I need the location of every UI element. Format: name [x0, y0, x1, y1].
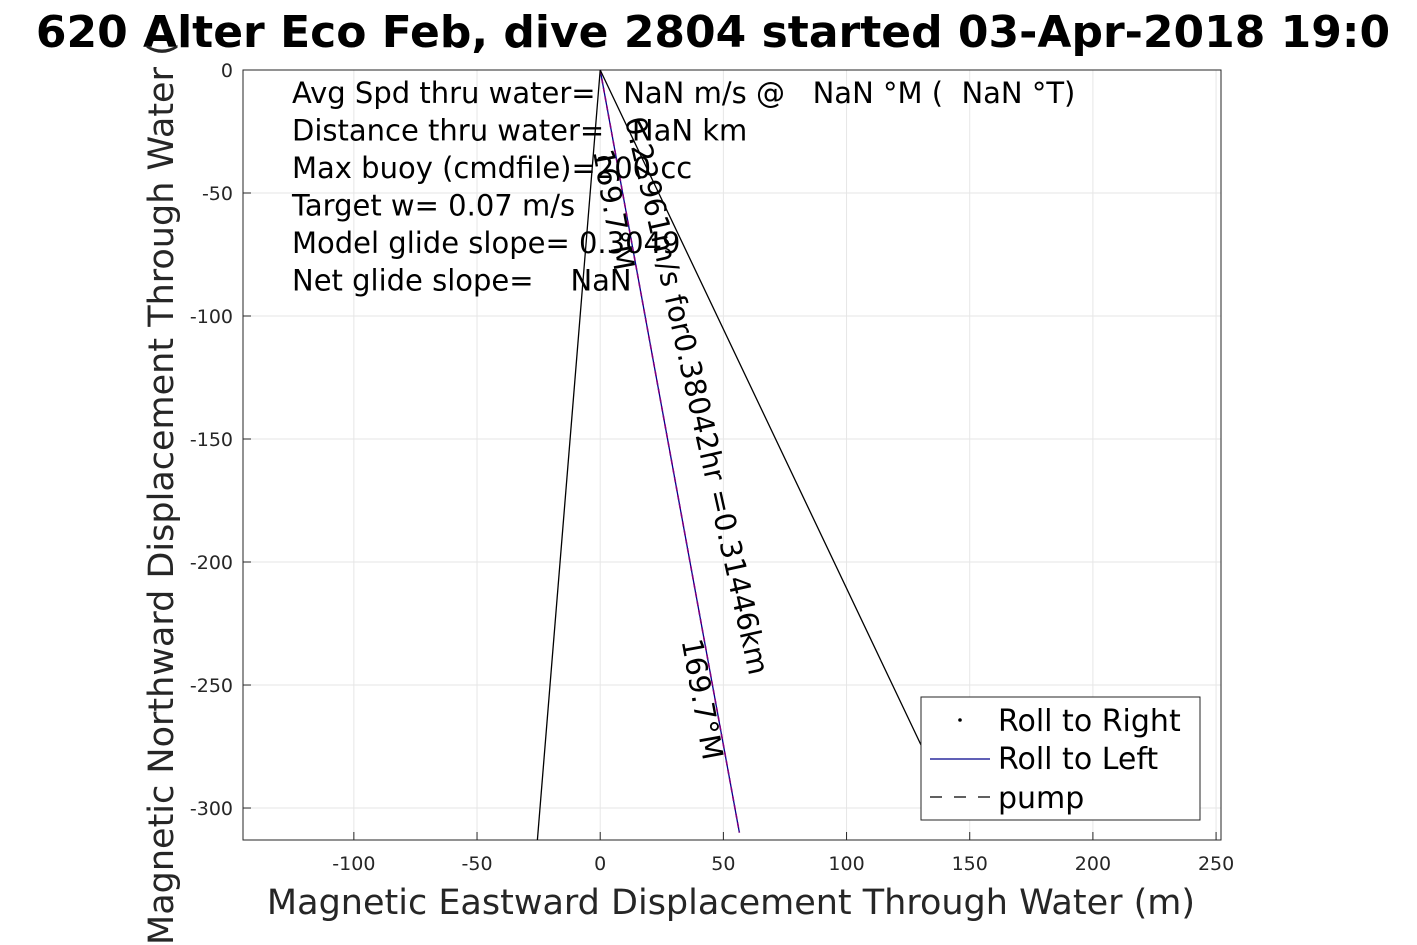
y-tick-label: -200	[190, 552, 233, 574]
legend-marker-roll-right	[958, 718, 962, 722]
x-tick-label: 150	[952, 853, 988, 875]
x-tick-label: 50	[711, 853, 735, 875]
info-line-5: Net glide slope= NaN	[292, 264, 632, 298]
x-tick-label: 100	[828, 853, 864, 875]
info-line-1: Distance thru water= NaN km	[292, 114, 747, 148]
y-tick-label: -100	[190, 306, 233, 328]
annotation-0: 0.22961m/s for0.38042hr =0.31446km	[618, 113, 776, 678]
grid-lines	[243, 69, 1221, 840]
y-axis-label: Magnetic Northward Displacement Through …	[142, 42, 182, 945]
y-tick-label: -50	[202, 183, 233, 205]
info-line-3: Target w= 0.07 m/s	[291, 189, 575, 223]
track-annotations: 0.22961m/s for0.38042hr =0.31446km169.7°…	[586, 113, 776, 762]
y-tick-label: -150	[190, 429, 233, 451]
y-tick-label: 0	[221, 60, 233, 82]
y-tick-label: -250	[190, 675, 233, 697]
data-series	[536, 69, 924, 841]
x-tick-label: -100	[332, 853, 375, 875]
series-line-2	[599, 69, 924, 750]
x-axis-label: Magnetic Eastward Displacement Through W…	[267, 883, 1195, 923]
legend-label-pump: pump	[998, 781, 1084, 816]
legend-label-roll-left: Roll to Left	[998, 742, 1158, 777]
annotation-2: 169.7°M	[675, 636, 730, 763]
dive-info-text: Avg Spd thru water= NaN m/s @ NaN °M ( N…	[291, 76, 1075, 298]
series-line-1	[536, 69, 601, 841]
series-line-0	[599, 69, 741, 833]
info-line-0: Avg Spd thru water= NaN m/s @ NaN °M ( N…	[292, 76, 1075, 110]
info-line-4: Model glide slope= 0.3049	[292, 226, 680, 260]
axis-ticks: -100 -50 0 50 100 150 200 250 0 -50 -100 -150 -200 -2…	[190, 60, 1234, 875]
x-tick-label: 0	[594, 853, 606, 875]
legend-label-roll-right: Roll to Right	[998, 704, 1181, 739]
chart-title: 620 Alter Eco Feb, dive 2804 started 03-…	[36, 7, 1390, 58]
info-line-2: Max buoy (cmdfile)=200 cc	[292, 151, 692, 185]
x-tick-label: -50	[462, 853, 493, 875]
x-tick-label: 200	[1075, 853, 1111, 875]
legend: Roll to Right Roll to Left pump	[920, 696, 1201, 821]
y-tick-label: -300	[190, 798, 233, 820]
x-tick-label: 250	[1198, 853, 1234, 875]
plot-frame	[242, 69, 1222, 841]
